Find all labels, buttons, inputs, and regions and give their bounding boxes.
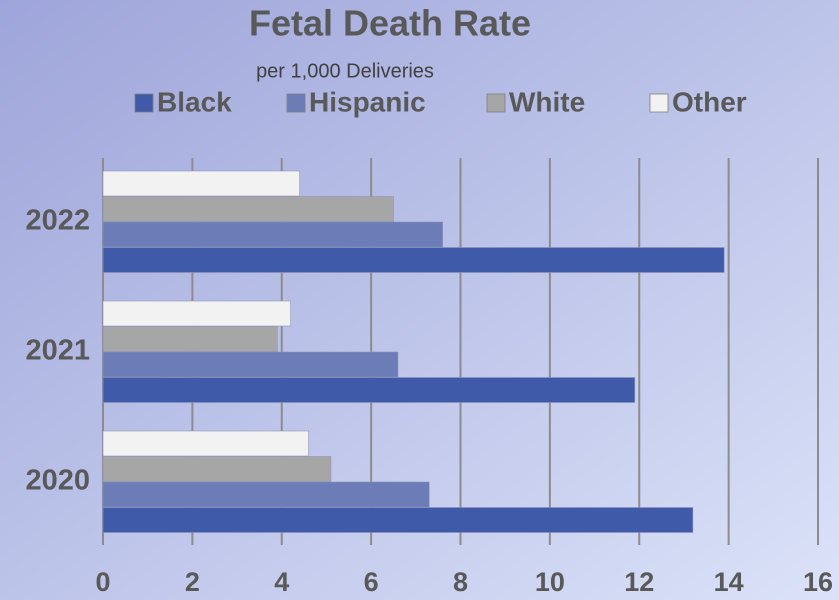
- legend-swatch: [134, 93, 154, 113]
- x-tick-label: 4: [274, 567, 289, 597]
- bar: [102, 196, 394, 222]
- legend-label: Other: [672, 86, 747, 117]
- legend-label: Hispanic: [309, 86, 426, 117]
- chart-title: Fetal Death Rate: [249, 3, 531, 44]
- bar: [102, 351, 399, 378]
- legend-swatch: [649, 93, 669, 113]
- bar: [102, 326, 278, 352]
- chart-subtitle: per 1,000 Deliveries: [256, 60, 434, 82]
- x-tick-label: 6: [364, 567, 379, 597]
- legend-label: Black: [157, 86, 232, 117]
- y-tick-label: 2022: [25, 205, 90, 237]
- legend-swatch: [486, 93, 506, 113]
- bar: [102, 247, 725, 273]
- bar: [102, 221, 443, 248]
- legend-swatch: [286, 93, 306, 113]
- y-tick-label: 2021: [25, 335, 90, 367]
- x-tick-label: 2: [185, 567, 200, 597]
- x-tick-label: 12: [624, 567, 654, 597]
- bar: [102, 300, 291, 327]
- legend-label: White: [509, 86, 585, 117]
- bar: [102, 456, 332, 482]
- y-tick-label: 2020: [25, 465, 90, 497]
- x-tick-label: 16: [803, 567, 833, 597]
- bar: [102, 481, 430, 508]
- bar: [102, 377, 636, 403]
- bar: [102, 170, 300, 197]
- x-tick-label: 14: [714, 567, 744, 597]
- bar: [102, 430, 309, 457]
- x-tick-label: 0: [95, 567, 110, 597]
- x-tick-label: 10: [535, 567, 565, 597]
- bar: [102, 507, 694, 533]
- x-tick-label: 8: [453, 567, 468, 597]
